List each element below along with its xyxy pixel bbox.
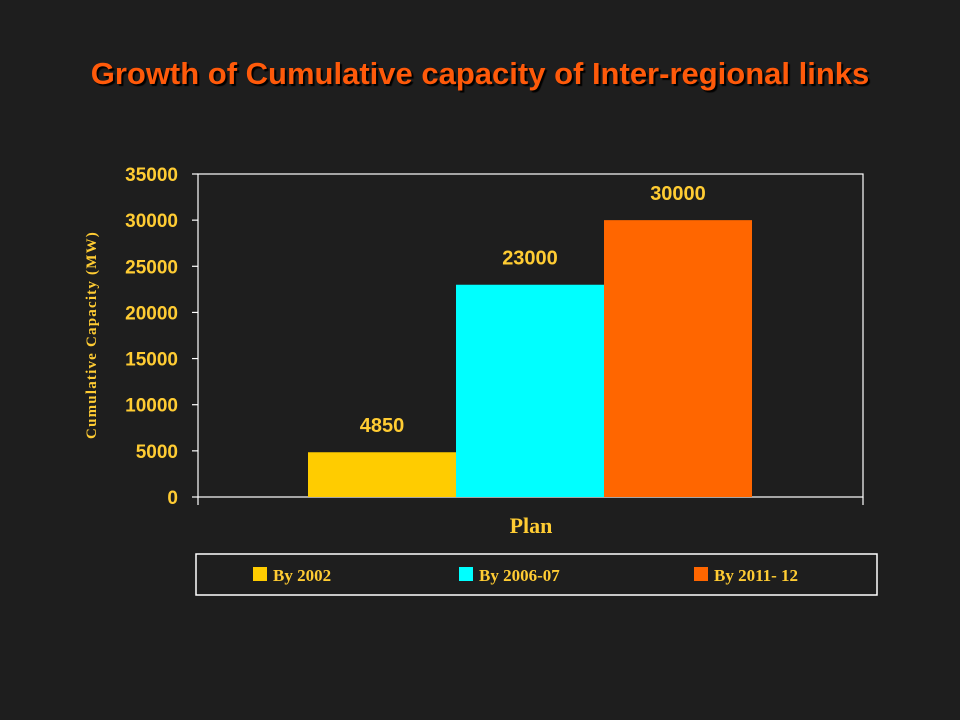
slide-title: Growth of Cumulative capacity of Inter-r…: [90, 56, 870, 91]
legend-label-1: By 2002: [273, 566, 331, 585]
legend-swatch-1: [253, 567, 267, 581]
y-tick-label: 35000: [125, 165, 178, 186]
legend-label-3: By 2011- 12: [714, 566, 798, 585]
y-tick-label: 20000: [125, 303, 178, 324]
bar-1: [308, 452, 456, 497]
data-label-1: 4850: [360, 415, 405, 437]
y-tick-label: 30000: [125, 211, 178, 232]
x-axis-title: Plan: [510, 513, 553, 538]
bar-3: [604, 220, 752, 497]
y-axis-title: Cumulative Capacity (MW): [84, 231, 100, 439]
y-tick-label: 5000: [136, 442, 178, 463]
legend: By 2002 By 2006-07 By 2011- 12: [195, 553, 878, 596]
data-label-3: 30000: [650, 183, 706, 205]
y-tick-label: 15000: [125, 350, 178, 371]
legend-swatch-3: [694, 567, 708, 581]
y-tick-label: 10000: [125, 396, 178, 417]
legend-label-2: By 2006-07: [479, 566, 560, 585]
data-label-2: 23000: [502, 248, 558, 270]
legend-swatch-2: [459, 567, 473, 581]
legend-box: [195, 553, 878, 596]
bar-2: [456, 284, 604, 497]
y-tick-label: 25000: [125, 257, 178, 278]
y-tick-label: 0: [167, 488, 178, 509]
